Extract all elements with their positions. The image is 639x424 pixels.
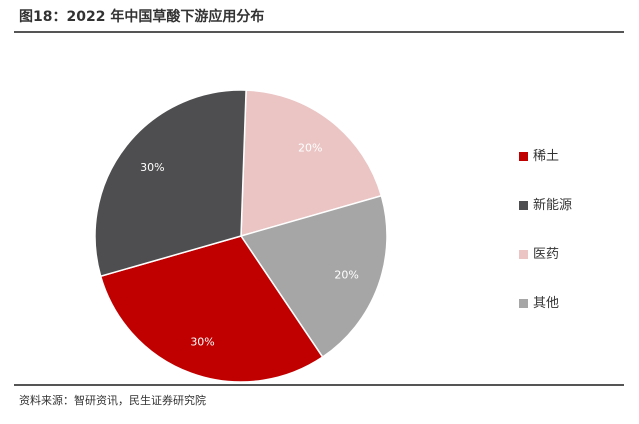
legend-label: 新能源 — [533, 198, 573, 213]
pie-slice-3 — [99, 235, 324, 383]
pie-slice-2 — [239, 194, 388, 359]
legend-swatch — [519, 299, 528, 308]
legend-swatch — [519, 250, 528, 259]
bottom-rule — [14, 384, 624, 386]
legend-swatch — [519, 152, 528, 161]
legend-item-2: 新能源 — [519, 195, 629, 217]
legend-item-1: 稀土 — [519, 146, 629, 168]
legend-label: 医药 — [533, 247, 560, 262]
legend-swatch — [519, 201, 528, 210]
pie-data-label-3: 30% — [190, 336, 214, 349]
legend-item-3: 医药 — [519, 244, 629, 266]
figure-title: 图18：2022 年中国草酸下游应用分布 — [19, 9, 265, 25]
pie-slice-1 — [240, 89, 383, 238]
pie-slice-4 — [94, 89, 247, 278]
top-rule — [14, 31, 624, 33]
legend: 稀土 新能源 医药 其他 — [519, 146, 629, 342]
legend-item-4: 其他 — [519, 293, 629, 315]
pie-data-label-4: 30% — [140, 161, 164, 174]
pie-data-label-1: 20% — [298, 141, 322, 154]
legend-label: 其他 — [533, 296, 560, 311]
pie-data-label-2: 20% — [334, 268, 358, 281]
legend-label: 稀土 — [533, 149, 560, 164]
source-note: 资料来源：智研资讯，民生证券研究院 — [19, 394, 206, 407]
